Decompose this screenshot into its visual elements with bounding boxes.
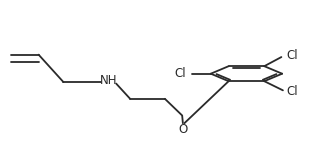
Text: O: O [178,123,187,136]
Text: Cl: Cl [174,67,186,80]
Text: Cl: Cl [286,85,298,98]
Text: Cl: Cl [286,49,298,62]
Text: NH: NH [100,74,117,87]
